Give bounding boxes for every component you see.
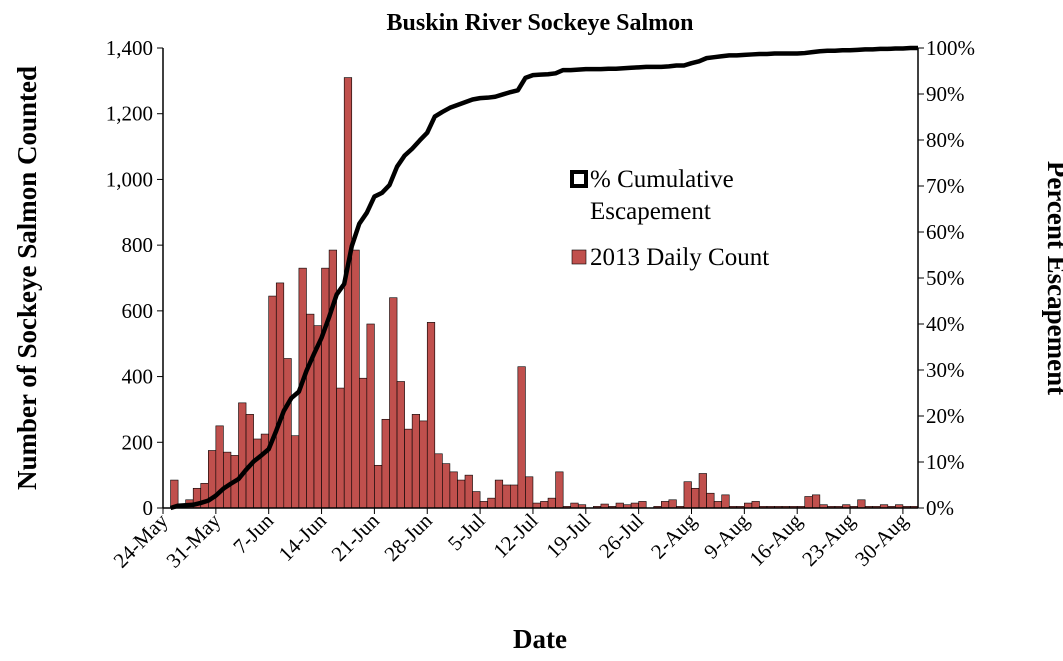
- bar: [411, 414, 420, 509]
- y-tick-label: 0: [143, 496, 154, 520]
- bar: [268, 295, 277, 509]
- x-tick-label: 5-Jul: [443, 508, 490, 555]
- bar: [509, 484, 519, 509]
- x-tick-label: 28-Jun: [379, 508, 437, 566]
- y-axis-label: Number of Sockeye Salmon Counted: [12, 66, 42, 490]
- x-tick-label: 12-Jul: [488, 508, 542, 562]
- bar: [283, 358, 292, 509]
- y2-tick-label: 90%: [926, 82, 965, 106]
- cumulative-line: [169, 45, 918, 511]
- bar: [449, 471, 458, 509]
- bar: [502, 484, 511, 509]
- bar: [434, 453, 443, 509]
- bar: [691, 487, 700, 509]
- y-tick-label: 400: [122, 365, 154, 389]
- y-tick-label: 1,000: [106, 167, 153, 191]
- bar: [668, 499, 677, 509]
- bar: [396, 381, 405, 509]
- bar: [683, 481, 692, 509]
- bar: [525, 476, 534, 509]
- y2-tick-label: 70%: [926, 174, 965, 198]
- bar: [638, 501, 647, 509]
- y2-tick-label: 100%: [926, 36, 975, 60]
- chart-title: Buskin River Sockeye Salmon: [387, 10, 694, 36]
- y2-tick-label: 40%: [926, 312, 965, 336]
- y2-tick-label: 0%: [926, 496, 954, 520]
- y-tick-label: 1,200: [106, 102, 153, 126]
- bar: [751, 501, 760, 509]
- x-tick-label: 19-Jul: [541, 508, 595, 562]
- x-tick-label: 2-Aug: [646, 508, 701, 563]
- legend-line: % Cumulative: [590, 166, 734, 193]
- bar: [660, 501, 670, 509]
- bar: [321, 267, 330, 509]
- bar: [426, 322, 436, 509]
- x-tick-label: 24-May: [109, 508, 173, 572]
- x-tick-label: 23-Aug: [797, 508, 860, 571]
- bar: [404, 428, 413, 509]
- bar: [721, 494, 730, 509]
- x-tick-label: 30-Aug: [850, 508, 913, 571]
- bar: [260, 433, 269, 509]
- bar: [713, 501, 723, 509]
- bar: [479, 501, 488, 509]
- y2-axis-label: Percent Escapement: [1042, 161, 1063, 395]
- bar: [328, 249, 337, 509]
- y2-tick-label: 50%: [926, 266, 965, 290]
- bar: [857, 499, 866, 509]
- y-tick-label: 1,400: [106, 36, 153, 60]
- bar: [464, 474, 473, 509]
- y2-tick-label: 60%: [926, 220, 965, 244]
- bar: [374, 464, 383, 509]
- bar: [291, 435, 300, 509]
- bar: [706, 492, 715, 509]
- bar: [698, 473, 707, 509]
- bar: [811, 494, 821, 509]
- bar: [472, 491, 481, 509]
- y-tick-label: 800: [122, 233, 154, 257]
- legend-label: 2013 Daily Count: [590, 244, 769, 271]
- bar: [389, 297, 398, 509]
- legend-label: % Cumulative Escapement: [590, 166, 734, 225]
- bar: [547, 497, 556, 509]
- bar: [351, 249, 360, 509]
- bar: [358, 377, 368, 509]
- y-tick-label: 600: [122, 299, 154, 323]
- x-tick-label: 14-Jun: [274, 508, 332, 566]
- x-tick-label: 7-Jun: [228, 508, 278, 558]
- y2-tick-label: 20%: [926, 404, 965, 428]
- bar: [275, 282, 285, 509]
- bar: [487, 497, 496, 509]
- bar: [336, 387, 345, 509]
- bar: [223, 451, 232, 509]
- bar: [517, 366, 526, 509]
- x-tick-label: 26-Jul: [594, 508, 648, 562]
- bar: [238, 402, 247, 509]
- legend-line: Escapement: [590, 198, 711, 225]
- x-tick-label: 16-Aug: [744, 508, 807, 571]
- bar: [804, 496, 813, 509]
- x-axis-label: Date: [513, 624, 567, 654]
- bar: [366, 323, 375, 509]
- bar: [419, 420, 428, 509]
- y2-tick-label: 10%: [926, 450, 965, 474]
- bar: [381, 418, 390, 509]
- y2-tick-label: 30%: [926, 358, 965, 382]
- x-tick-label: 21-Jun: [327, 508, 385, 566]
- bar: [555, 471, 564, 509]
- bar: [442, 463, 451, 509]
- bar: [540, 501, 549, 509]
- bar: [457, 479, 466, 509]
- bar: [494, 479, 504, 509]
- x-tick-label: 31-May: [161, 508, 225, 572]
- y2-tick-label: 80%: [926, 128, 965, 152]
- bar: [343, 77, 353, 509]
- bar: [306, 313, 315, 509]
- y-tick-label: 200: [122, 430, 154, 454]
- legend-swatch: [571, 249, 587, 265]
- bar: [253, 438, 262, 509]
- legend-swatch: [570, 170, 588, 188]
